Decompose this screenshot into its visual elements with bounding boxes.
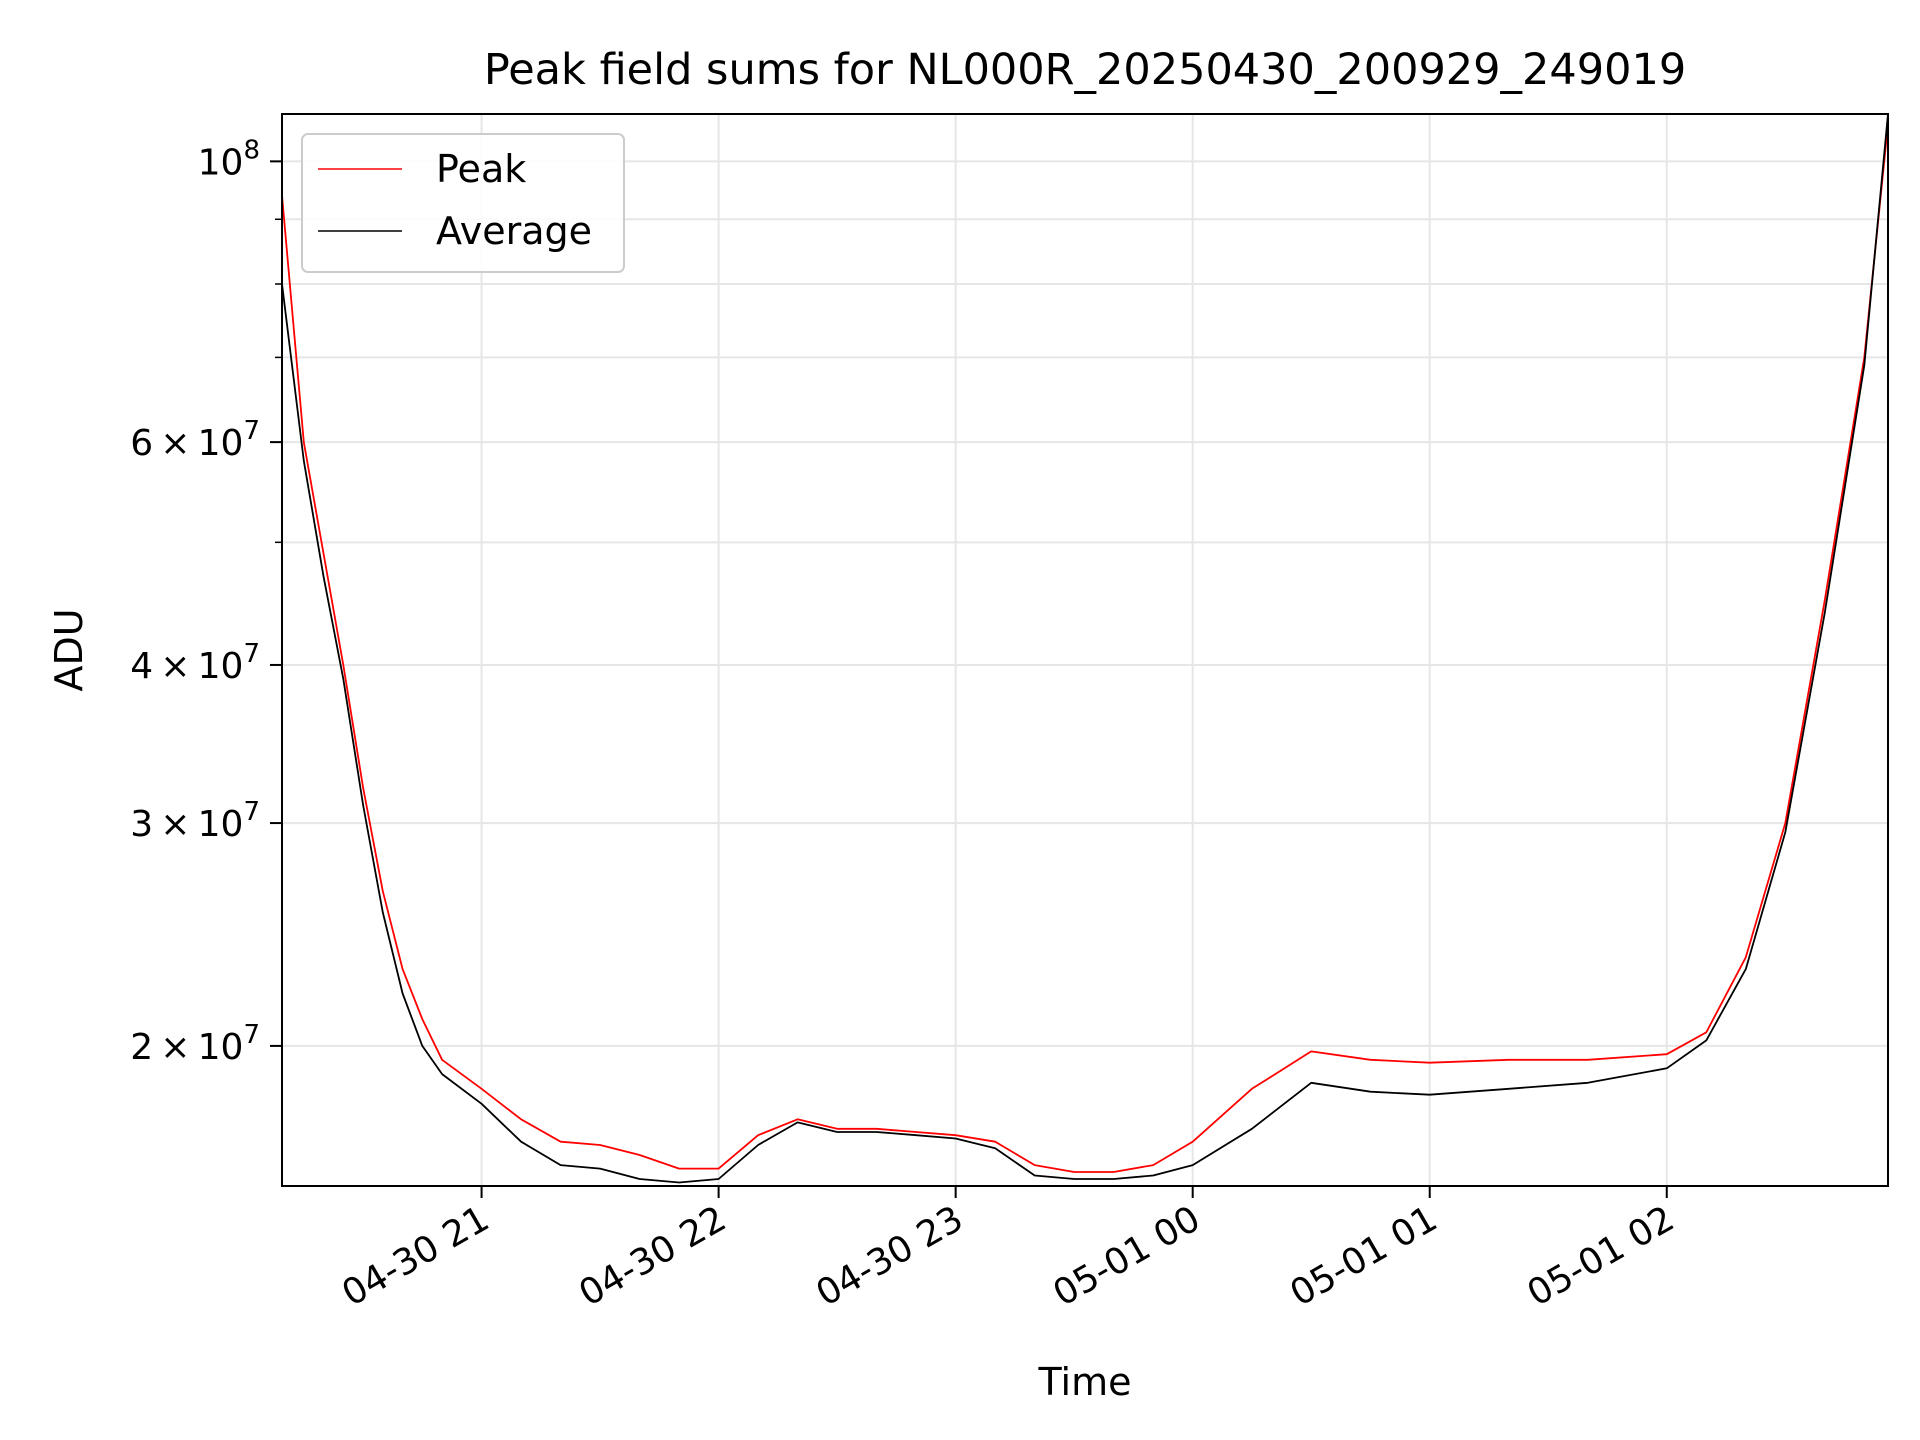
- y-tick-label: 2 × 107: [130, 1020, 260, 1068]
- y-tick-label: 6 × 107: [130, 416, 260, 464]
- plot-frame: [281, 113, 1889, 1187]
- y-axis-label: ADU: [47, 608, 91, 691]
- y-tick-label: 3 × 107: [130, 797, 260, 845]
- legend-average-label: Average: [436, 209, 592, 253]
- chart-title: Peak field sums for NL000R_20250430_2009…: [484, 45, 1686, 95]
- series-line-average: [281, 113, 1889, 1184]
- legend: Peak Average: [301, 133, 625, 273]
- y-tick-label: 4 × 107: [130, 639, 260, 687]
- grid: [282, 114, 1888, 1186]
- series-line-peak: [281, 124, 1889, 1173]
- series-layer: [281, 113, 1889, 1184]
- x-axis-label: Time: [1038, 1360, 1132, 1404]
- y-axis: 2 × 107 3 × 107 4 × 107 6 × 107 108: [130, 135, 282, 1068]
- y-tick-label: 108: [198, 135, 260, 183]
- legend-peak-label: Peak: [436, 147, 526, 191]
